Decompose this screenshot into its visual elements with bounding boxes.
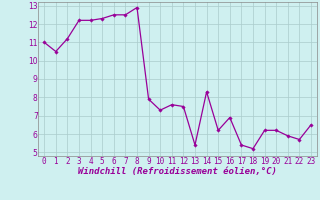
X-axis label: Windchill (Refroidissement éolien,°C): Windchill (Refroidissement éolien,°C) [78,167,277,176]
